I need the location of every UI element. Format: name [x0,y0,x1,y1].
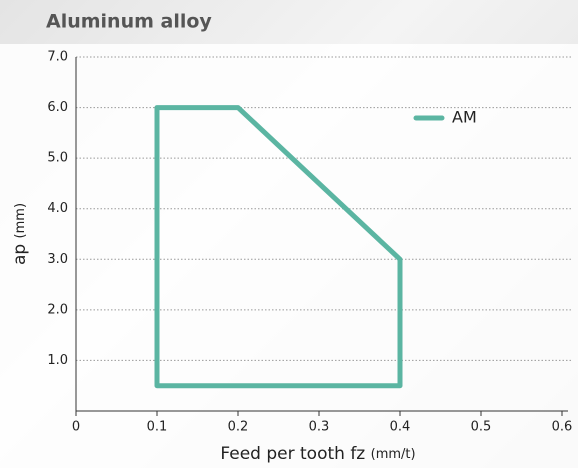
y-label-text: ap [10,244,30,265]
y-axis-label: ap (mm) [10,203,30,265]
x-label-unit: (mm/t) [371,447,416,462]
y-tick-label: 3.0 [47,252,68,267]
x-label-text: Feed per tooth fz [220,444,365,464]
y-tick-label: 4.0 [47,201,68,216]
y-tick-label: 6.0 [47,100,68,115]
x-axis-label: Feed per tooth fz (mm/t) [220,444,415,464]
y-label-unit: (mm) [13,203,28,238]
y-tick-label: 5.0 [47,151,68,166]
y-tick-label: 2.0 [47,302,68,317]
x-tick-label: 0.5 [471,420,492,435]
chart: Aluminum alloy Feed per tooth fz (mm/t) … [0,0,578,468]
y-tick-label: 1.0 [47,353,68,368]
x-tick-label: 0 [72,420,80,435]
x-tick-label: 0.3 [309,420,330,435]
chart-title: Aluminum alloy [46,11,212,33]
x-tick-label: 0.4 [390,420,411,435]
x-tick-label: 0.6 [552,420,573,435]
y-tick-label: 7.0 [47,50,68,65]
legend-label: AM [452,108,477,127]
x-tick-label: 0.1 [147,420,168,435]
page: {"chart_data": {"type": "line", "title":… [0,0,578,468]
x-tick-label: 0.2 [228,420,249,435]
